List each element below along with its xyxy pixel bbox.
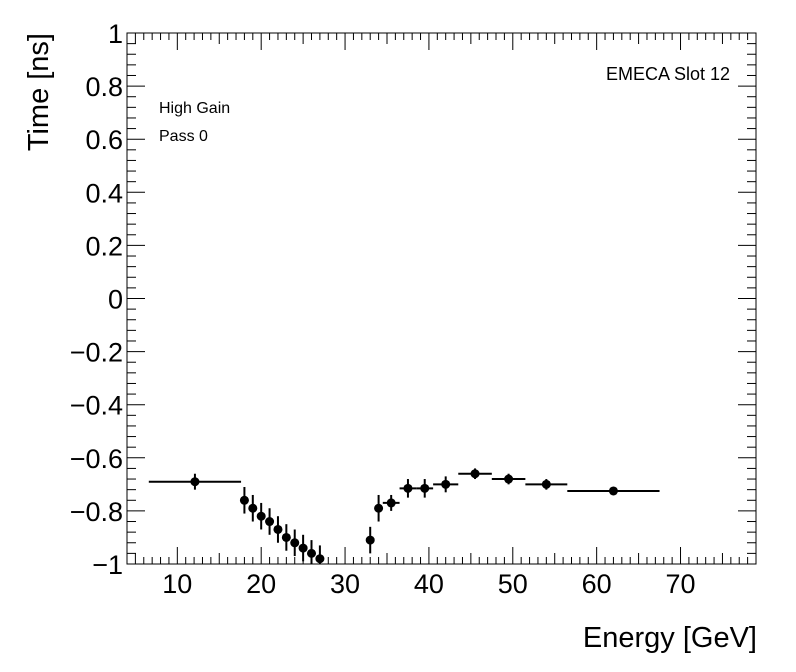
data-point (281, 524, 291, 551)
data-point (433, 476, 459, 493)
data-point (567, 486, 660, 496)
point-marker (470, 469, 480, 479)
y-tick-label: −0.8 (70, 497, 123, 527)
x-tick-label: 40 (414, 569, 444, 599)
data-point (265, 508, 275, 535)
x-tick-label: 20 (246, 569, 276, 599)
point-marker (307, 548, 317, 558)
gain-label: High Gain (159, 100, 230, 117)
data-point (298, 534, 308, 562)
point-marker (541, 479, 551, 489)
data-point (458, 468, 492, 480)
y-tick-label: −0.6 (70, 444, 123, 474)
y-axis-tick-labels: −1 −0.8 −0.6 −0.4 −0.2 0 0.2 0.4 0.6 0.8 1 (70, 19, 123, 580)
y-tick-label: −1 (92, 550, 123, 580)
data-point (239, 487, 249, 514)
data-points (148, 468, 660, 564)
data-point (365, 526, 375, 554)
x-tick-label: 30 (330, 569, 360, 599)
x-tick-label: 10 (162, 569, 192, 599)
y-tick-label: 0.8 (85, 72, 123, 102)
data-point (525, 479, 568, 490)
x-axis-tick-labels: 10 20 30 40 50 60 70 (162, 569, 695, 599)
data-point (307, 540, 317, 564)
point-marker (290, 538, 300, 548)
x-axis-ticks (134, 33, 749, 564)
y-axis-ticks (127, 32, 756, 565)
point-marker (248, 503, 258, 513)
y-tick-label: 0.4 (85, 178, 123, 208)
x-axis-title: Energy [GeV] (583, 622, 757, 654)
point-marker (365, 535, 375, 545)
point-marker (504, 474, 514, 484)
point-marker (265, 517, 275, 527)
point-marker (273, 524, 283, 534)
data-point (382, 494, 400, 511)
y-tick-label: −0.4 (70, 391, 123, 421)
data-point (256, 502, 266, 530)
slot-label: EMECA Slot 12 (606, 64, 730, 84)
pass-label: Pass 0 (159, 128, 208, 145)
data-point (374, 494, 384, 522)
y-tick-label: −0.2 (70, 338, 123, 368)
point-marker (441, 479, 451, 489)
data-point (416, 479, 434, 498)
data-point (148, 473, 242, 490)
x-tick-label: 50 (498, 569, 528, 599)
data-point (315, 545, 325, 564)
data-point (248, 494, 258, 522)
point-marker (386, 498, 396, 508)
y-tick-label: 0.2 (85, 231, 123, 261)
data-point (273, 516, 283, 543)
point-marker (256, 511, 266, 521)
point-marker (608, 486, 618, 496)
x-tick-label: 70 (665, 569, 695, 599)
point-marker (420, 483, 430, 493)
data-point (399, 479, 417, 498)
point-marker (374, 503, 384, 513)
y-tick-label: 0 (108, 285, 123, 315)
data-point (290, 529, 300, 557)
y-axis-title: Time [ns] (23, 33, 55, 151)
point-marker (239, 495, 249, 505)
point-marker (315, 554, 325, 564)
x-tick-label: 60 (582, 569, 612, 599)
y-tick-label: 0.6 (85, 125, 123, 155)
point-marker (281, 532, 291, 542)
point-marker (190, 477, 200, 487)
point-marker (403, 483, 413, 493)
data-point (491, 473, 526, 485)
y-tick-label: 1 (108, 19, 123, 49)
point-marker (298, 543, 308, 553)
